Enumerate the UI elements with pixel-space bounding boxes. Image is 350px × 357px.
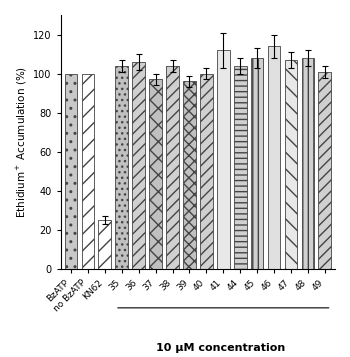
Bar — [82, 74, 94, 269]
Bar — [149, 80, 162, 269]
Bar — [200, 74, 213, 269]
Bar — [217, 50, 230, 269]
Bar — [116, 66, 128, 269]
Y-axis label: Ethidium$^+$ Accumulation (%): Ethidium$^+$ Accumulation (%) — [15, 66, 29, 218]
Bar — [183, 81, 196, 269]
Bar — [285, 60, 297, 269]
Bar — [268, 46, 280, 269]
Text: 10 μM concentration: 10 μM concentration — [156, 343, 285, 353]
Bar — [318, 72, 331, 269]
Bar — [302, 58, 314, 269]
Bar — [98, 220, 111, 269]
Bar — [234, 66, 246, 269]
Bar — [166, 66, 179, 269]
Bar — [251, 58, 264, 269]
Bar — [132, 62, 145, 269]
Bar — [65, 74, 77, 269]
